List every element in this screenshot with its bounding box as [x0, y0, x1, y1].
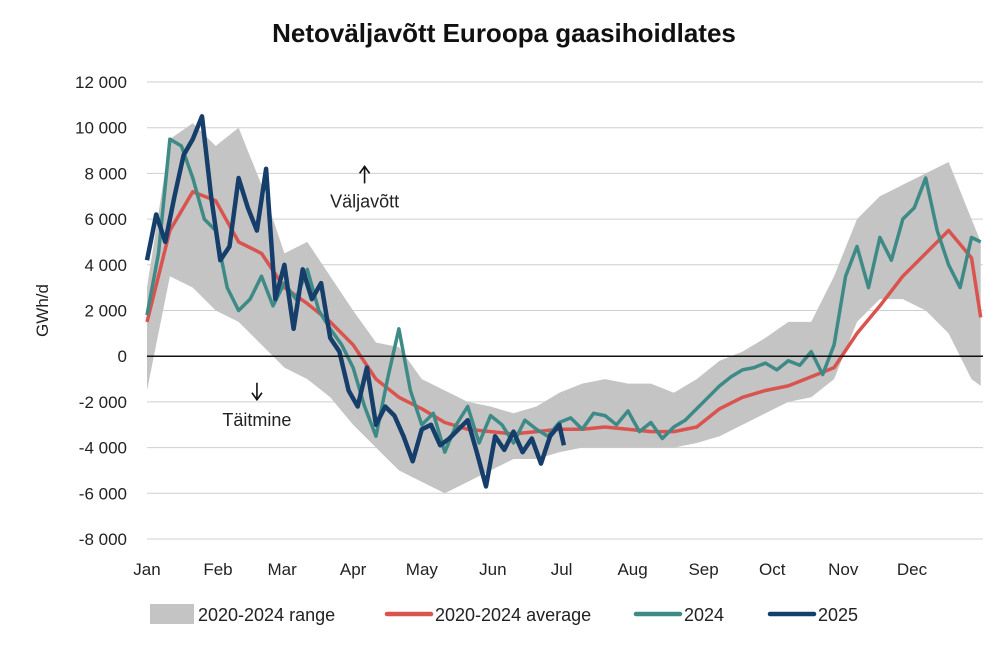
annotation-label: Täitmine: [222, 410, 291, 430]
annotation-injection: Täitmine: [222, 382, 291, 430]
legend-label: 2020-2024 average: [435, 605, 591, 625]
y-tick-label: 4 000: [84, 256, 127, 275]
legend-item: 2024: [633, 605, 724, 625]
y-tick-label: 6 000: [84, 210, 127, 229]
annotation-label: Väljavõtt: [330, 191, 399, 211]
x-tick-label: Mar: [267, 560, 297, 579]
y-tick-label: -6 000: [79, 484, 127, 503]
y-tick-label: 10 000: [75, 119, 127, 138]
x-tick-label: Apr: [340, 560, 367, 579]
x-tick-label: Oct: [759, 560, 786, 579]
y-tick-label: 8 000: [84, 164, 127, 183]
legend-item: 2025: [767, 605, 858, 625]
y-axis-label: GWh/d: [33, 284, 52, 337]
x-tick-label: Jul: [551, 560, 573, 579]
y-tick-label: -2 000: [79, 393, 127, 412]
legend: 2020-2024 range 2020-2024 average 2024 2025: [150, 604, 858, 625]
x-tick-label: May: [406, 560, 439, 579]
axes: 12 000 10 000 8 000 6 000 4 000 2 000 0 -2 000 -…: [33, 73, 983, 579]
x-tick-label: Jan: [133, 560, 160, 579]
grid-lines: [147, 81, 983, 540]
y-tick-label: 2 000: [84, 302, 127, 321]
x-tick-label: Jun: [479, 560, 506, 579]
x-tick-label: Aug: [617, 560, 647, 579]
legend-swatch: [150, 604, 194, 624]
x-tick-label: Sep: [688, 560, 718, 579]
legend-label: 2020-2024 range: [198, 605, 335, 625]
x-tick-label: Nov: [828, 560, 859, 579]
legend-label: 2025: [818, 605, 858, 625]
legend-item: 2020-2024 average: [384, 605, 591, 625]
series-line-2025: [144, 114, 567, 489]
series-line-layer: [144, 114, 983, 489]
chart-title: Netoväljavõtt Euroopa gaasihoidlates: [272, 18, 736, 48]
y-tick-label: -4 000: [79, 439, 127, 458]
annotation-withdrawal: Väljavõtt: [330, 165, 399, 211]
y-tick-label: 0: [118, 347, 127, 366]
x-tick-label: Dec: [897, 560, 928, 579]
legend-label: 2024: [684, 605, 724, 625]
legend-item: 2020-2024 range: [150, 604, 335, 625]
annotations: Väljavõtt Täitmine: [222, 165, 399, 430]
y-tick-label: 12 000: [75, 73, 127, 92]
y-tick-label: -8 000: [79, 530, 127, 549]
x-tick-label: Feb: [203, 560, 232, 579]
